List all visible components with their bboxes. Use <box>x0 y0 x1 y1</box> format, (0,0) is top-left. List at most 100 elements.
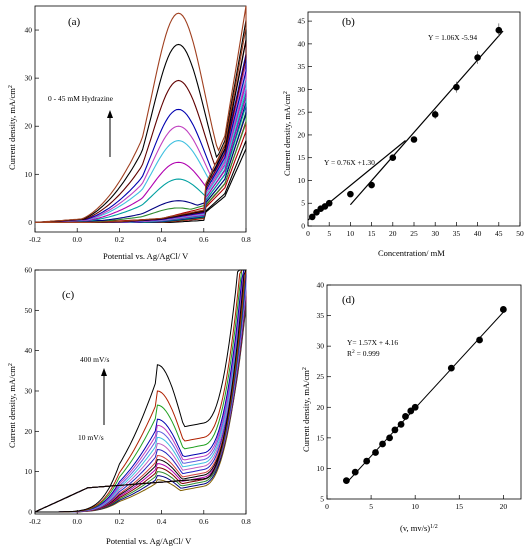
panel-d-label: (d) <box>342 294 355 306</box>
panel-d-xtick-label: 20 <box>500 502 508 511</box>
panel-b-data-point <box>389 154 397 162</box>
panel-c-label: (c) <box>62 289 75 301</box>
panel-b-data-point <box>453 83 460 91</box>
panel-b: (b) Y = 1.06X -5.94 Y = 0.76X +1.30 Conc… <box>282 11 524 258</box>
panel-b-ytick-label: 5 <box>301 199 305 208</box>
panel-d-data-point <box>379 440 386 448</box>
panel-d-ylabel: Current density, mA/cm2 <box>301 367 311 452</box>
panel-a-xtick-label: 0.6 <box>199 235 209 244</box>
panel-c-ytick-label: 30 <box>25 386 33 395</box>
panel-a-arrow <box>107 110 113 157</box>
panel-d: (d) Y= 1.57X + 4.16 R2 = 0.999 (v, mv/s)… <box>301 281 522 533</box>
panel-a-xtick-label: 0.0 <box>73 235 83 244</box>
panel-d-xtick-label: 10 <box>411 502 419 511</box>
panel-d-ytick-label: 35 <box>317 311 325 320</box>
panel-d-ytick-label: 25 <box>317 372 325 381</box>
panel-d-data-point <box>372 449 379 456</box>
panel-b-data-point <box>325 199 333 207</box>
panel-c-series-12 <box>34 269 247 513</box>
panel-c-ytick-label: 50 <box>25 306 33 315</box>
panel-c-xlabel: Potential vs. Ag/AgCl/ V <box>106 536 192 546</box>
panel-b-ytick-label: 20 <box>298 130 306 139</box>
panel-c-series-7 <box>34 269 247 513</box>
panel-c-series-13 <box>34 269 247 513</box>
panel-b-xtick-label: 25 <box>410 229 418 238</box>
panel-c-annotation-bottom: 10 mV/s <box>78 433 104 442</box>
panel-d-xtick-label: 5 <box>369 502 373 511</box>
panel-b-ytick-label: 35 <box>298 62 306 71</box>
panel-c-xtick-label: 0.0 <box>73 517 83 526</box>
panel-b-data-point <box>495 26 503 34</box>
panel-c-xtick-label: 0.2 <box>115 517 125 526</box>
panel-c-ytick-label: 40 <box>25 346 33 355</box>
panel-b-data-point <box>474 54 481 61</box>
panel-d-xtick-label: 15 <box>456 502 464 511</box>
panel-c-ytick-label: 60 <box>25 266 33 275</box>
panel-a-xtick-label: -0.2 <box>29 235 41 244</box>
panel-b-ylabel: Current density, mA/cm2 <box>282 91 292 176</box>
panel-a-ytick-label: 20 <box>25 122 33 131</box>
panel-a-xlabel: Potential vs. Ag/AgCl/ V <box>103 251 189 261</box>
panel-d-data-point <box>447 364 455 372</box>
panel-b-ytick-label: 45 <box>298 17 306 26</box>
panel-c-series-2 <box>34 290 247 513</box>
panel-d-data-point <box>363 457 371 465</box>
panel-a-xtick-label: 0.8 <box>241 235 251 244</box>
panel-d-data-point <box>343 477 350 485</box>
panel-d-data-point <box>499 306 507 313</box>
panel-d-ytick-label: 40 <box>317 281 325 290</box>
panel-c-series-8 <box>34 269 247 513</box>
panel-d-data-point <box>476 336 483 344</box>
panel-c-frame <box>34 269 247 515</box>
panel-c-annotation-top: 400 mV/s <box>80 355 109 364</box>
panel-c-series-15 <box>34 269 247 513</box>
panel-b-data-point <box>347 190 354 198</box>
panel-a-ytick-label: 0 <box>28 218 32 227</box>
panel-b-data-point <box>308 213 316 221</box>
panel-d-data-point <box>386 434 394 442</box>
panel-a-ylabel: Current density, mA/cm2 <box>7 85 17 170</box>
panel-d-ytick-label: 5 <box>320 495 324 504</box>
panel-c-ylabel: Current density, mA/cm2 <box>7 363 17 448</box>
panel-c-series-10 <box>34 269 247 513</box>
panel-d-ytick-label: 15 <box>317 433 325 442</box>
panel-c-xtick-label: 0.8 <box>241 517 251 526</box>
panel-d-data-point <box>411 403 419 411</box>
panel-a-ytick-label: 40 <box>25 26 33 35</box>
panel-b-xlabel: Concentration/ mM <box>378 248 445 258</box>
panel-b-data-point <box>368 181 375 189</box>
panel-b-ytick-label: 15 <box>298 153 306 162</box>
panel-b-data-point <box>431 111 439 118</box>
panel-a-annotation: 0 - 45 mM Hydrazine <box>48 94 114 103</box>
panel-c-ytick-label: 20 <box>25 427 33 436</box>
panel-b-xtick-label: 40 <box>474 229 482 238</box>
panel-c-xtick-label: 0.4 <box>157 517 167 526</box>
panel-d-r2-label: R2 = 0.999 <box>347 349 380 358</box>
panel-c-arrow <box>101 368 107 425</box>
panel-d-fit-label: Y= 1.57X + 4.16 <box>347 338 398 347</box>
panel-b-ytick-label: 25 <box>298 108 306 117</box>
panel-b-xtick-label: 0 <box>306 229 310 238</box>
panel-b-xtick-label: 10 <box>347 229 355 238</box>
panel-a-ytick-label: 10 <box>25 170 33 179</box>
panel-b-xtick-label: 20 <box>389 229 397 238</box>
panel-d-data-point <box>397 421 405 428</box>
panel-c-ytick-label: 10 <box>25 467 33 476</box>
panel-d-ytick-label: 30 <box>317 342 325 351</box>
panel-d-xtick-label: 0 <box>325 502 329 511</box>
panel-d-ytick-label: 10 <box>317 464 325 473</box>
panel-a-series-5 <box>34 82 247 223</box>
panel-c-ytick-label: 0 <box>28 507 32 516</box>
panel-b-xtick-label: 30 <box>431 229 439 238</box>
panel-b-label: (b) <box>342 16 355 28</box>
panel-b-xtick-label: 50 <box>516 229 524 238</box>
panel-c-xtick-label: 0.6 <box>199 517 209 526</box>
panel-b-fit-low-label: Y = 0.76X +1.30 <box>324 158 375 167</box>
panel-a-series-11 <box>34 5 247 223</box>
panel-d-data-point <box>402 413 409 420</box>
panel-b-data-point <box>410 136 418 143</box>
panel-c-series-11 <box>34 269 247 513</box>
panel-a-ytick-label: 30 <box>25 74 33 83</box>
panel-d-frame <box>326 284 522 500</box>
